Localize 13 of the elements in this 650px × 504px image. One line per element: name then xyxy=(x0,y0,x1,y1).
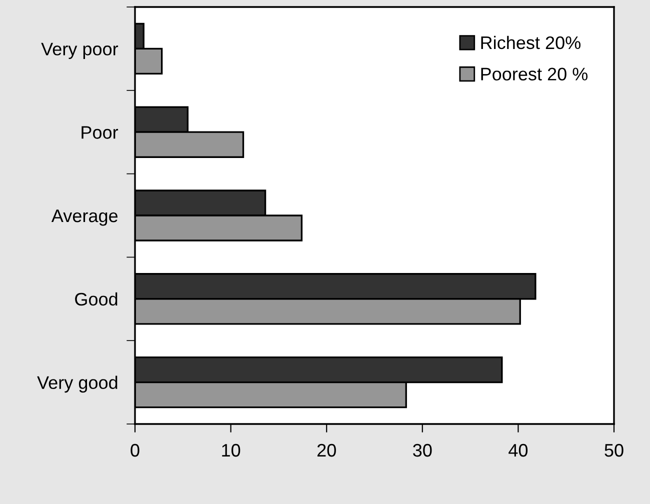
x-tick-label: 20 xyxy=(317,444,336,457)
x-tick-label: 50 xyxy=(604,444,624,457)
x-tick-label: 30 xyxy=(413,444,432,457)
x-tick-label: 0 xyxy=(130,444,140,457)
y-tick-label: Very poor xyxy=(41,42,118,59)
y-tick-label: Good xyxy=(75,292,118,306)
x-tick-label: 10 xyxy=(222,444,240,457)
y-tick-label: Average xyxy=(51,210,118,226)
legend-label: Poorest 20 % xyxy=(481,68,588,80)
y-tick-label: Very good xyxy=(37,376,118,393)
x-tick-label: 40 xyxy=(508,444,528,457)
y-tick-label: Poor xyxy=(82,126,118,139)
legend-label: Richest 20% xyxy=(481,36,580,50)
